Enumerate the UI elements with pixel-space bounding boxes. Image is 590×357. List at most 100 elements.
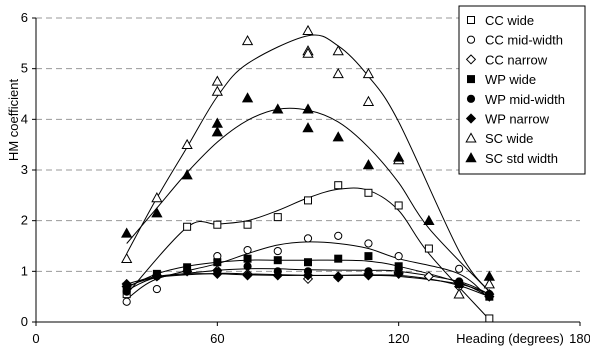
point-sc-wide bbox=[483, 278, 495, 289]
point-wp-narrow bbox=[272, 270, 283, 281]
x-tick-label: 0 bbox=[32, 331, 39, 346]
point-sc-std-width bbox=[302, 103, 314, 114]
point-wp-narrow bbox=[393, 268, 404, 279]
point-cc-wide bbox=[243, 220, 252, 229]
point-wp-wide bbox=[304, 258, 312, 267]
point-sc-std-width bbox=[393, 151, 405, 162]
point-cc-narrow bbox=[423, 271, 434, 282]
x-tick-labels: 0 60 120 180 bbox=[32, 331, 590, 346]
y-tick-label: 5 bbox=[21, 61, 28, 76]
y-tick-label: 6 bbox=[21, 10, 28, 25]
legend-label-wp-wide: WP wide bbox=[485, 72, 536, 87]
point-sc-std-width bbox=[181, 169, 193, 180]
y-tick-labels: 0 1 2 3 4 5 6 bbox=[21, 10, 28, 329]
legend-marker-sc-wide bbox=[465, 132, 477, 143]
point-sc-wide bbox=[211, 75, 223, 86]
point-cc-wide bbox=[213, 220, 222, 229]
legend-label-wp-narrow: WP narrow bbox=[485, 112, 550, 127]
point-sc-std-width bbox=[151, 207, 163, 218]
point-wp-narrow bbox=[484, 289, 495, 300]
legend-label-sc-std-width: SC std width bbox=[485, 151, 558, 166]
x-tick-label: 60 bbox=[210, 331, 224, 346]
legend-marker-wp-narrow bbox=[465, 113, 477, 124]
point-wp-narrow bbox=[333, 271, 344, 282]
x-axis-label: Heading (degrees) bbox=[456, 331, 564, 346]
point-sc-wide bbox=[332, 67, 344, 79]
point-wp-wide bbox=[334, 254, 343, 263]
point-sc-std-width bbox=[121, 227, 133, 238]
point-cc-mid-width bbox=[122, 297, 131, 306]
point-sc-std-width bbox=[362, 159, 375, 170]
legend: CC wide CC mid-width CC narrow WP wide WP mi… bbox=[458, 5, 586, 175]
point-sc-std-width bbox=[211, 126, 223, 137]
trend-line-wp-narrow bbox=[126, 273, 490, 295]
point-wp-wide bbox=[364, 252, 373, 261]
point-cc-mid-width bbox=[303, 234, 313, 243]
point-sc-wide bbox=[121, 252, 133, 264]
point-cc-wide bbox=[485, 314, 494, 323]
legend-label-cc-wide: CC wide bbox=[485, 13, 534, 28]
x-tick-label: 120 bbox=[388, 331, 410, 346]
point-wp-mid-width bbox=[243, 262, 252, 271]
point-sc-std-width bbox=[483, 270, 495, 281]
point-cc-wide bbox=[183, 222, 192, 231]
trend-line-sc-wide bbox=[126, 34, 490, 292]
legend-marker-cc-narrow bbox=[465, 54, 477, 65]
y-tick-label: 1 bbox=[21, 263, 28, 278]
point-cc-wide bbox=[394, 201, 403, 210]
point-cc-wide bbox=[424, 244, 433, 253]
point-sc-wide bbox=[181, 138, 193, 150]
point-wp-narrow bbox=[151, 270, 162, 281]
point-wp-narrow bbox=[302, 270, 314, 281]
legend-marker-sc-std-width bbox=[465, 152, 477, 163]
point-wp-narrow bbox=[212, 268, 223, 279]
legend-marker-wp-mid-width bbox=[466, 94, 476, 103]
point-sc-wide bbox=[211, 85, 223, 96]
y-tick-label: 0 bbox=[21, 314, 28, 329]
point-wp-narrow bbox=[363, 270, 374, 281]
point-wp-wide bbox=[273, 256, 282, 265]
point-sc-std-width bbox=[241, 92, 254, 103]
point-wp-narrow bbox=[182, 266, 193, 277]
point-cc-wide bbox=[273, 213, 282, 222]
point-sc-std-width bbox=[302, 122, 314, 133]
point-cc-mid-width bbox=[152, 284, 161, 294]
point-sc-std-width bbox=[423, 214, 435, 226]
point-wp-wide bbox=[243, 254, 252, 263]
legend-marker-cc-mid-width bbox=[466, 35, 476, 44]
point-sc-std-width bbox=[332, 131, 344, 142]
legend-label-sc-wide: SC wide bbox=[485, 131, 533, 146]
point-cc-mid-width bbox=[394, 252, 403, 261]
point-cc-wide bbox=[334, 181, 343, 190]
point-sc-wide bbox=[151, 192, 163, 203]
legend-marker-wp-wide bbox=[467, 75, 475, 84]
y-tick-label: 3 bbox=[21, 162, 28, 177]
legend-box bbox=[458, 5, 586, 175]
point-sc-std-width bbox=[211, 117, 223, 128]
point-wp-narrow bbox=[242, 270, 253, 281]
point-cc-wide bbox=[364, 188, 373, 197]
point-cc-mid-width bbox=[364, 239, 373, 248]
point-cc-mid-width bbox=[273, 246, 282, 256]
point-cc-mid-width bbox=[455, 264, 464, 273]
point-sc-std-width bbox=[272, 103, 284, 114]
point-sc-wide bbox=[362, 67, 375, 79]
legend-label-cc-narrow: CC narrow bbox=[485, 52, 548, 67]
point-sc-wide bbox=[453, 288, 465, 299]
point-cc-mid-width bbox=[243, 245, 252, 255]
point-cc-mid-width bbox=[334, 231, 343, 240]
y-axis-label: HM coefficient bbox=[6, 79, 21, 162]
point-sc-wide bbox=[241, 34, 254, 46]
x-tick-label: 180 bbox=[569, 331, 590, 346]
legend-marker-cc-wide bbox=[467, 16, 475, 24]
legend-label-wp-mid-width: WP mid-width bbox=[485, 92, 565, 107]
point-wp-wide bbox=[213, 258, 222, 267]
point-wp-narrow bbox=[121, 278, 132, 290]
data-points bbox=[121, 24, 495, 323]
point-sc-wide bbox=[362, 95, 375, 106]
legend-label-cc-mid-width: CC mid-width bbox=[485, 33, 563, 48]
point-sc-wide bbox=[302, 24, 314, 36]
point-sc-wide bbox=[302, 47, 314, 58]
point-sc-wide bbox=[332, 45, 344, 56]
